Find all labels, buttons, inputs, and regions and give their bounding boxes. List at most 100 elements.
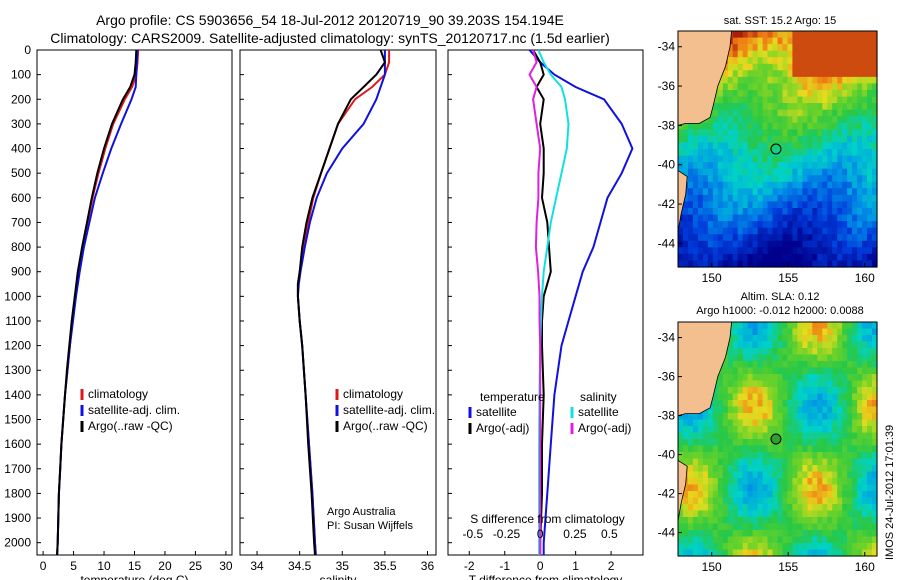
sla-map-cell (792, 367, 798, 375)
sst-map-cell (747, 221, 754, 229)
sla-map-cell (812, 510, 818, 518)
sst-map-cell (872, 109, 878, 117)
sla-map-cell (842, 484, 848, 492)
sla-map-cell (792, 413, 798, 421)
sla-map-cell (732, 387, 739, 395)
sla-map-cell (707, 478, 714, 486)
sst-map-cell (847, 50, 853, 58)
sla-lat-label: -40 (658, 448, 676, 462)
sst-map-cell (727, 90, 734, 98)
sla-map-cell (857, 458, 863, 466)
sla-map-cell (792, 510, 798, 518)
sla-map-cell (712, 387, 719, 395)
sla-map-cell (787, 471, 794, 479)
sla-map-cell (777, 400, 784, 408)
sst-map-cell (727, 221, 734, 229)
sst-map-cell (772, 116, 779, 124)
sla-map-cell (707, 458, 714, 466)
sla-map-cell (762, 484, 769, 492)
sla-map-cell (722, 393, 729, 401)
sst-map-cell (817, 31, 823, 39)
sla-map-cell (857, 439, 863, 447)
sla-map-cell (767, 374, 774, 382)
sla-map-cell (777, 335, 784, 343)
sla-map-cell (777, 380, 784, 388)
sst-map-cell (712, 96, 719, 104)
sst-map-cell (832, 116, 838, 124)
sla-map-cell (872, 549, 878, 557)
sst-map-cell (872, 57, 878, 65)
sla-map-cell (857, 400, 863, 408)
sla-map-cell (707, 413, 714, 421)
sla-map-cell (787, 348, 794, 356)
diff-legend-label: Argo(-adj) (476, 421, 529, 435)
sst-map-cell (857, 188, 863, 196)
sla-map-cell (867, 419, 873, 427)
sla-map-cell (857, 478, 863, 486)
sla-map-cell (762, 387, 769, 395)
sla-map-cell (817, 478, 823, 486)
sst-map-cell (702, 175, 709, 183)
sla-map-cell (712, 419, 719, 427)
sst-map-cell (762, 44, 769, 52)
sla-map-cell (857, 523, 863, 531)
sst-map-cell (752, 129, 759, 137)
sla-map-cell (817, 341, 823, 349)
sla-map-cell (862, 426, 868, 434)
sla-map-cell (812, 536, 818, 544)
sst-map-cell (852, 260, 858, 268)
sla-map-cell (867, 478, 873, 486)
sst-map-cell (777, 175, 784, 183)
sst-map-cell (797, 253, 803, 262)
sla-map-cell (782, 341, 789, 349)
sst-map-cell (797, 181, 803, 189)
sla-map-cell (697, 458, 704, 466)
sla-map-cell (817, 406, 823, 414)
sla-map-cell (712, 426, 719, 434)
sst-map-cell (737, 63, 744, 71)
sla-map-cell (737, 426, 744, 434)
sla-map-cell (782, 510, 789, 518)
sst-map-cell (792, 76, 798, 85)
sla-map-cell (772, 523, 779, 531)
sst-map-cell (772, 96, 779, 104)
sla-map-cell (697, 491, 704, 499)
sst-map-cell (802, 31, 808, 39)
sla-map-cell (782, 536, 789, 544)
sst-map-cell (782, 122, 789, 130)
sst-map-cell (747, 129, 754, 137)
sst-map-cell (772, 129, 779, 137)
sla-map-cell (757, 361, 764, 369)
sla-map-cell (842, 406, 848, 414)
sla-map-cell (832, 549, 838, 557)
sst-map-cell (847, 83, 853, 91)
sst-map-cell (737, 168, 744, 176)
sla-map-cell (797, 374, 803, 382)
sst-map-cell (727, 175, 734, 183)
sst-map-cell (747, 253, 754, 262)
sst-map-cell (797, 44, 803, 52)
sst-map-cell (817, 90, 823, 98)
sla-map-cell (737, 445, 744, 453)
sst-map-cell (842, 50, 848, 58)
sla-map-cell (678, 452, 684, 460)
difference-profile-line-salinity-satellite (537, 49, 570, 555)
sla-map-cell (852, 354, 858, 362)
sst-map-cell (782, 142, 789, 150)
sst-map-cell (767, 135, 774, 144)
sla-map-cell (747, 328, 754, 336)
sla-map-cell (717, 465, 724, 473)
sst-map-cell (688, 234, 694, 242)
sst-map-cell (837, 129, 843, 137)
sst-map-cell (722, 109, 729, 117)
sla-map-cell (752, 517, 759, 525)
sst-map-cell (692, 214, 699, 222)
sst-map-cell (862, 162, 868, 170)
sla-map-cell (792, 400, 798, 408)
sst-map-cell (737, 31, 744, 39)
sst-map-cell (722, 194, 729, 203)
depth-tick-label: 100 (11, 68, 31, 82)
sst-map-cell (857, 155, 863, 163)
sst-map-cell (742, 96, 749, 104)
temperature-profile-legend-label: climatology (88, 387, 148, 401)
